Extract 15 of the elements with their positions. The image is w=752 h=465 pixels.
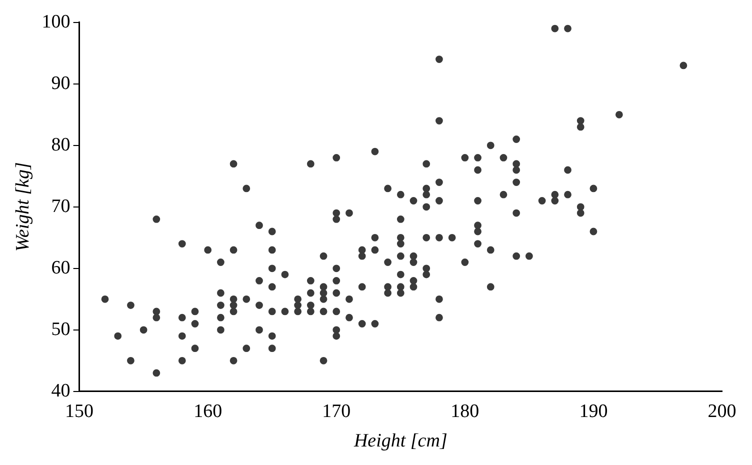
x-axis-title: Height [cm] xyxy=(352,430,448,452)
y-tick-label: 90 xyxy=(51,72,70,94)
y-tick-label: 70 xyxy=(51,196,70,217)
y-tick-label: 40 xyxy=(51,380,70,402)
y-tick-label: 100 xyxy=(42,11,70,32)
y-axis-title: Weight [kg] xyxy=(12,162,34,252)
x-tick-label: 150 xyxy=(65,400,94,422)
x-tick-label: 200 xyxy=(708,400,736,422)
x-tick-label: 160 xyxy=(194,400,222,422)
y-tick-label: 60 xyxy=(51,257,70,278)
y-tick-label: 50 xyxy=(51,318,70,340)
y-tick-label: 80 xyxy=(51,134,70,156)
x-tick-label: 190 xyxy=(579,400,608,422)
x-tick-label: 170 xyxy=(322,400,351,422)
x-tick-label: 180 xyxy=(450,400,480,422)
